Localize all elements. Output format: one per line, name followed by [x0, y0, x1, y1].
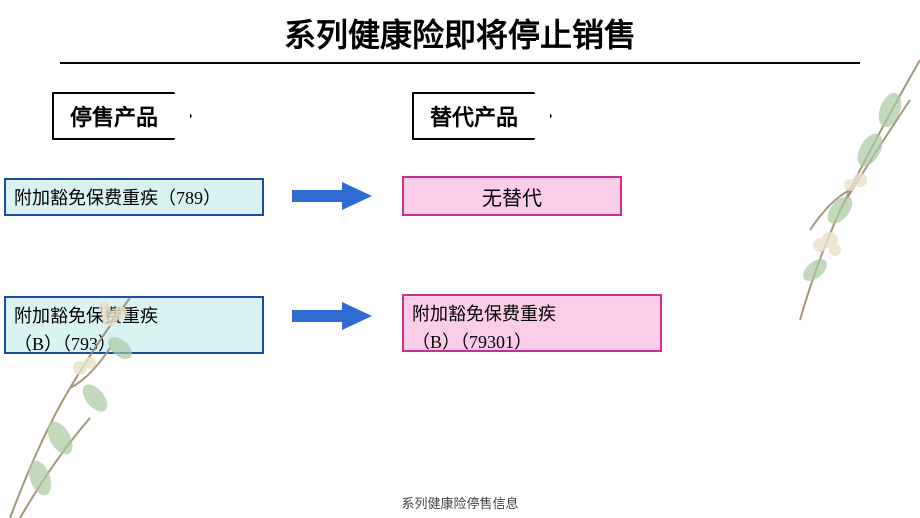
- row1-discontinued-box: 附加豁免保费重疾（789）: [4, 178, 264, 216]
- slide-title-wrap: 系列健康险即将停止销售: [0, 10, 920, 56]
- row2-arrow-icon: [292, 302, 372, 330]
- row1-discontinued-text: 附加豁免保费重疾（789）: [14, 184, 254, 210]
- tag-replacement: 替代产品: [412, 92, 552, 140]
- row1-arrow-icon: [292, 182, 372, 210]
- floral-right-icon: [690, 60, 920, 360]
- row2-discontinued-box: 附加豁免保费重疾 （B）（793）: [4, 296, 264, 354]
- title-underline: [60, 62, 860, 64]
- row2-replacement-box: 附加豁免保费重疾 （B）（79301）: [402, 294, 662, 352]
- row2-replacement-sub: （B）（79301）: [412, 328, 652, 354]
- slide-title: 系列健康险即将停止销售: [284, 10, 636, 56]
- tag-discontinued: 停售产品: [52, 92, 192, 140]
- row1-replacement-text: 无替代: [412, 182, 612, 211]
- slide-footer: 系列健康险停售信息: [0, 493, 920, 512]
- row2-discontinued-text: 附加豁免保费重疾: [14, 302, 254, 328]
- row2-replacement-text: 附加豁免保费重疾: [412, 300, 652, 326]
- row1-replacement-box: 无替代: [402, 176, 622, 216]
- row2-discontinued-sub: （B）（793）: [14, 330, 254, 356]
